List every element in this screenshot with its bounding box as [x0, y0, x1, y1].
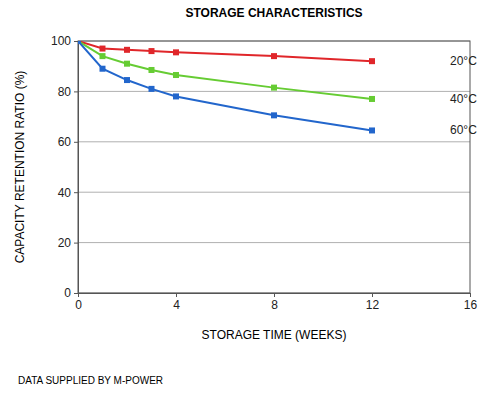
marker	[271, 112, 277, 118]
tick: 0	[75, 293, 82, 312]
tick-mark	[74, 293, 78, 294]
tick-label: 20	[58, 236, 72, 250]
plot-frame	[78, 41, 470, 293]
tick: 100	[51, 34, 78, 48]
tick: 0	[64, 286, 78, 300]
marker	[271, 53, 277, 59]
marker	[124, 61, 130, 67]
marker	[173, 72, 179, 78]
legend-label: 20°C	[450, 54, 477, 68]
tick-label: 16	[464, 298, 478, 312]
grid-line	[78, 242, 470, 243]
tick: 12	[366, 293, 380, 312]
tick-mark	[176, 293, 177, 297]
marker	[100, 46, 106, 52]
tick-label: 60	[58, 135, 72, 149]
marker	[149, 48, 155, 54]
marker	[369, 58, 375, 64]
tick-label: 8	[271, 298, 278, 312]
title: STORAGE CHARACTERISTICS	[185, 6, 362, 20]
axis-line	[74, 42, 79, 294]
marker	[369, 127, 375, 133]
tick-label: 4	[173, 298, 180, 312]
tick: 60	[58, 135, 78, 149]
tick-mark	[74, 192, 78, 193]
marker	[124, 47, 130, 53]
tick-label: 40	[58, 186, 72, 200]
tick: 16	[464, 293, 478, 312]
tick-mark	[74, 41, 78, 42]
marker	[173, 49, 179, 55]
legend-label: 40°C	[450, 92, 477, 106]
tick: 8	[271, 293, 278, 312]
tick-mark	[372, 293, 373, 297]
legend-label: 60°C	[450, 123, 477, 137]
tick-label: 80	[58, 85, 72, 99]
annotation: DATA SUPPLIED BY M-POWER	[18, 375, 163, 386]
tick: 80	[58, 85, 78, 99]
marker	[78, 41, 81, 44]
grid-line	[78, 91, 470, 92]
tick: 40	[58, 186, 78, 200]
marker	[124, 77, 130, 83]
marker	[149, 67, 155, 73]
marker	[271, 85, 277, 91]
tick-mark	[274, 293, 275, 297]
grid	[78, 41, 470, 293]
tick-mark	[74, 243, 78, 244]
grid-line	[78, 192, 470, 193]
tick-label: 12	[366, 298, 380, 312]
marker	[173, 93, 179, 99]
tick-label: 0	[75, 298, 82, 312]
marker	[78, 41, 81, 44]
tick-label: 0	[64, 286, 71, 300]
series-line	[78, 41, 372, 99]
tick-mark	[470, 293, 471, 297]
marker	[78, 41, 81, 44]
marker	[369, 96, 375, 102]
series-line	[78, 41, 372, 61]
grid-line	[78, 141, 470, 142]
series-line	[78, 41, 372, 130]
axis-line	[79, 294, 471, 298]
y-axis: 0 20 40 60 80 100	[51, 34, 79, 300]
tick-mark	[74, 91, 78, 92]
tick: 4	[173, 293, 180, 312]
tick: 20	[58, 236, 78, 250]
marker	[100, 66, 106, 72]
tick-label: 100	[51, 34, 71, 48]
tick-mark	[74, 142, 78, 143]
marker	[149, 86, 155, 92]
plot-area	[78, 41, 375, 133]
chart: STORAGE CHARACTERISTICS 0 4 8 12 16 0 20 40 60 80 1…	[0, 0, 500, 398]
x-axis: 0 4 8 12 16	[75, 293, 477, 312]
marker	[100, 53, 106, 59]
x-axis-title: STORAGE TIME (WEEKS)	[202, 328, 347, 342]
y-axis-title: CAPACITY RETENTION RATIO (%)	[13, 71, 27, 264]
